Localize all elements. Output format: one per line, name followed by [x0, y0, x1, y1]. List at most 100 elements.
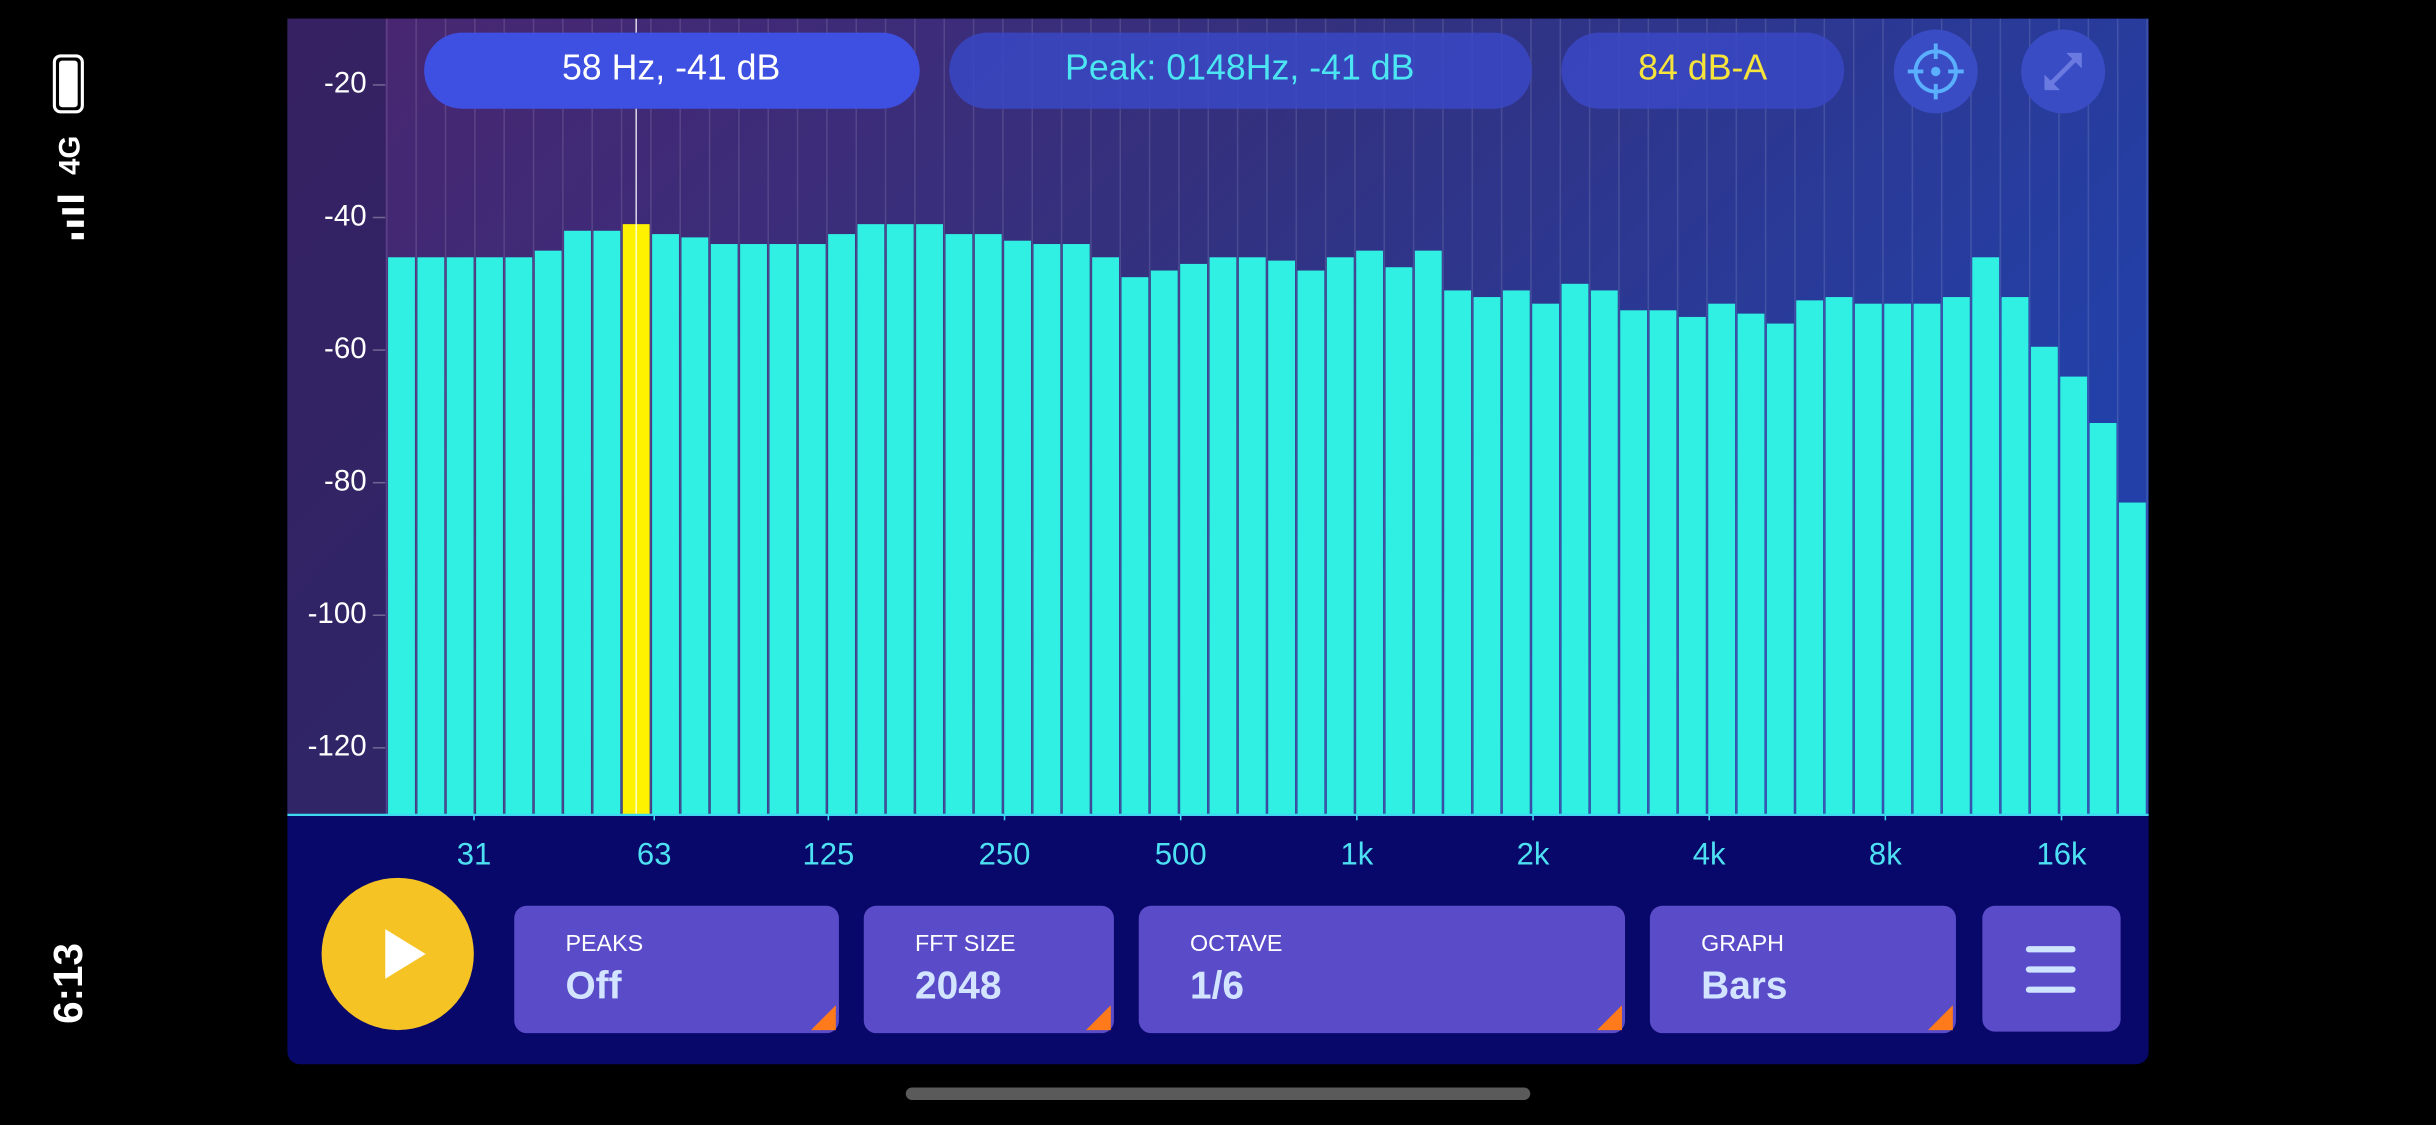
control-card[interactable]	[1138, 905, 1626, 1034]
control-label: GRAPH	[1701, 930, 1784, 956]
level-readout[interactable]	[1561, 32, 1845, 109]
bar	[1268, 260, 1296, 815]
x-tick-label: 500	[1155, 836, 1207, 871]
control-value: 2048	[915, 964, 1001, 1007]
bar	[476, 257, 503, 815]
bar	[857, 224, 885, 815]
crosshair-button[interactable]	[1893, 29, 1978, 114]
control-card[interactable]	[514, 905, 839, 1034]
bar	[417, 257, 445, 815]
card-corner	[810, 1005, 836, 1031]
cursor-readout	[424, 32, 920, 109]
bar	[1297, 270, 1325, 815]
bar	[1678, 316, 1706, 815]
bar	[1238, 257, 1266, 815]
bar	[1356, 250, 1384, 815]
control-value: 1/6	[1190, 964, 1244, 1007]
y-tick-label: -100	[308, 597, 367, 630]
bar	[916, 224, 943, 815]
x-tick-label: 2k	[1517, 836, 1550, 871]
x-tick-label: 31	[457, 836, 492, 871]
bar	[1121, 277, 1149, 815]
bar	[798, 244, 826, 815]
bar	[1444, 290, 1472, 815]
x-tick-label: 16k	[2036, 836, 2087, 871]
x-tick-label: 8k	[1869, 836, 1902, 871]
bar	[652, 234, 679, 815]
bar	[1649, 310, 1677, 815]
controls: PEAKS Off FFT SIZE 2048 OCTAVE 1/6 GRAPH Bars	[514, 905, 1956, 1034]
bar	[710, 244, 738, 815]
bar	[1150, 270, 1178, 815]
bar	[1972, 257, 2000, 815]
expand-button[interactable]	[2021, 29, 2106, 114]
bar	[974, 234, 1002, 815]
bar	[1385, 267, 1413, 815]
bar	[1561, 283, 1589, 815]
y-tick-label: -60	[324, 332, 367, 365]
bar	[2001, 297, 2029, 815]
bar	[1326, 257, 1354, 815]
control-label: PEAKS	[566, 930, 644, 956]
y-tick-label: -20	[324, 67, 367, 100]
bar	[534, 250, 562, 815]
bar	[1708, 303, 1736, 815]
bar	[1942, 297, 1970, 815]
bar	[1092, 257, 1120, 815]
bar	[1502, 290, 1530, 815]
bar	[388, 257, 415, 815]
peak-readout[interactable]	[949, 32, 1532, 109]
bar	[446, 257, 474, 815]
status-bar: 4G 6:13	[45, 54, 91, 1024]
bar	[945, 234, 973, 815]
peak-readout-text: Peak: 0148Hz, -41 dB	[1065, 47, 1414, 87]
bar	[769, 244, 797, 815]
control-value: Bars	[1701, 964, 1787, 1007]
play-button[interactable]	[321, 877, 474, 1031]
bar	[1796, 300, 1824, 815]
bar	[1209, 257, 1237, 815]
control-card[interactable]	[1649, 905, 1956, 1034]
card-corner	[1597, 1005, 1622, 1031]
bar	[1004, 240, 1032, 815]
spectrum	[372, 18, 2148, 815]
battery-level	[59, 60, 78, 108]
control-label: FFT SIZE	[915, 930, 1016, 956]
card-corner	[1927, 1005, 1953, 1031]
bar	[1062, 244, 1090, 815]
bar	[1033, 244, 1061, 815]
bar	[1414, 250, 1442, 815]
y-tick-label: -120	[308, 730, 367, 763]
bar	[1620, 310, 1648, 815]
control-value: Off	[566, 964, 622, 1007]
y-tick-label: -80	[324, 464, 367, 497]
bar	[593, 230, 621, 815]
x-tick-label: 250	[979, 836, 1031, 871]
clock: 6:13	[45, 943, 91, 1024]
x-tick-label: 1k	[1340, 836, 1373, 871]
bar	[740, 244, 767, 815]
battery	[52, 54, 84, 114]
bar	[1180, 263, 1208, 815]
level-readout-text: 84 dB-A	[1638, 47, 1767, 87]
bar	[681, 237, 709, 815]
x-tick-label: 4k	[1693, 836, 1726, 871]
bar	[1825, 297, 1853, 815]
bar	[1884, 303, 1912, 815]
bar	[1913, 303, 1941, 815]
y-tick-label: -40	[324, 199, 367, 232]
bar	[828, 234, 855, 815]
bar	[2060, 376, 2088, 815]
bar	[1737, 313, 1765, 815]
bar	[2118, 502, 2146, 815]
x-tick-label: 125	[802, 836, 854, 871]
home-indicator	[905, 1087, 1531, 1100]
control-card[interactable]	[863, 905, 1114, 1034]
bar	[2030, 346, 2058, 815]
menu-button[interactable]	[1982, 905, 2121, 1032]
bar	[1473, 297, 1501, 815]
bar	[2089, 423, 2117, 815]
control-label: OCTAVE	[1190, 930, 1282, 956]
bar	[1766, 323, 1794, 815]
